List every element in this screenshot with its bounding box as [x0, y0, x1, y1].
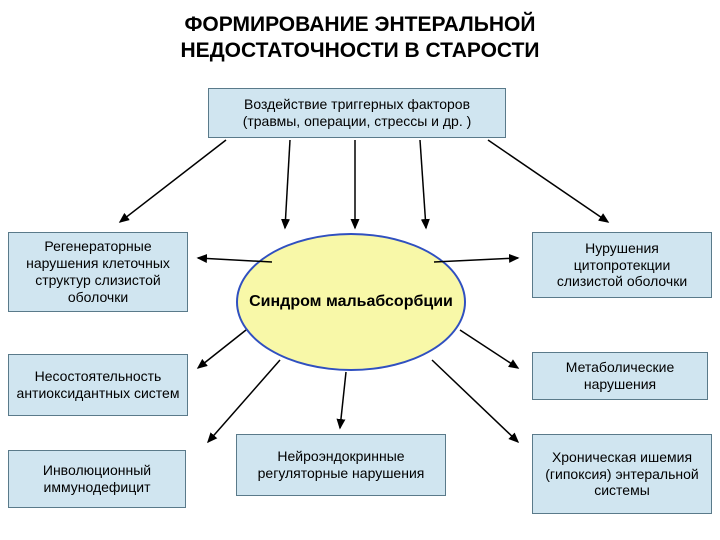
antioxidant-failure-box: Несостоятельность антиоксидантных систем: [8, 354, 188, 416]
diagram-title: ФОРМИРОВАНИЕ ЭНТЕРАЛЬНОЙ НЕДОСТАТОЧНОСТИ…: [0, 12, 720, 65]
immunodeficiency-box: Инволюционный иммунодефицит: [8, 450, 186, 508]
chronic-ischemia-text: Хроническая ишемия (гипоксия) энтерально…: [539, 449, 705, 499]
cytoprotection-disorders-text: Нурушения цитопротекции слизистой оболоч…: [539, 240, 705, 290]
regenerative-disorders-box: Регенераторные нарушения клеточных струк…: [8, 232, 188, 312]
chronic-ischemia-box: Хроническая ишемия (гипоксия) энтерально…: [532, 434, 712, 514]
antioxidant-failure-text: Несостоятельность антиоксидантных систем: [15, 368, 181, 402]
trigger-factors-text: Воздействие триггерных факторов (травмы,…: [215, 96, 499, 130]
trigger-factors-box: Воздействие триггерных факторов (травмы,…: [208, 88, 506, 138]
title-line1: ФОРМИРОВАНИЕ ЭНТЕРАЛЬНОЙ: [185, 13, 536, 36]
cytoprotection-disorders-box: Нурушения цитопротекции слизистой оболоч…: [532, 232, 712, 298]
center-syndrome-ellipse: Синдром мальабсорбции: [236, 233, 466, 371]
regenerative-disorders-text: Регенераторные нарушения клеточных струк…: [15, 238, 181, 305]
metabolic-disorders-text: Метаболические нарушения: [539, 359, 701, 393]
neuroendocrine-disorders-box: Нейроэндокринные регуляторные нарушения: [236, 434, 446, 496]
neuroendocrine-disorders-text: Нейроэндокринные регуляторные нарушения: [243, 448, 439, 482]
center-syndrome-text: Синдром мальабсорбции: [249, 293, 453, 311]
title-line2: НЕДОСТАТОЧНОСТИ В СТАРОСТИ: [181, 39, 540, 62]
immunodeficiency-text: Инволюционный иммунодефицит: [15, 462, 179, 496]
metabolic-disorders-box: Метаболические нарушения: [532, 352, 708, 400]
